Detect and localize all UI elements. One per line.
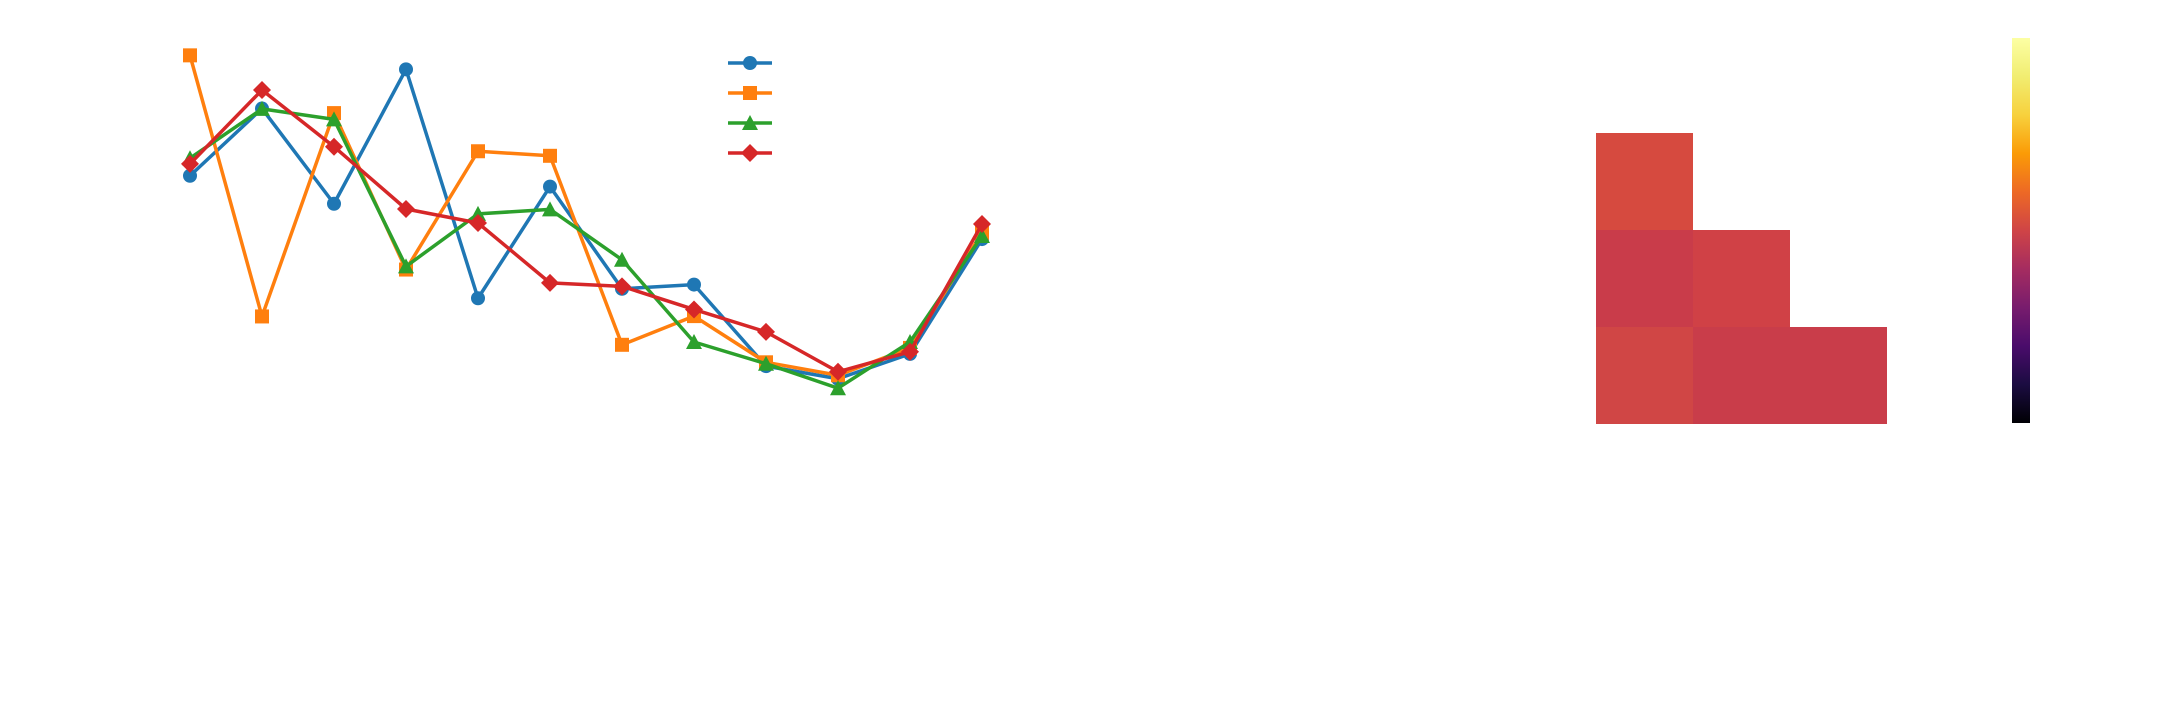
legend-entry-2 (728, 86, 772, 100)
series-1 (183, 62, 989, 386)
series-2-point (471, 144, 485, 159)
series-1-point (327, 196, 341, 211)
series-3-point (686, 334, 702, 349)
heatmap-cell (1693, 230, 1790, 327)
heatmap-cell (1596, 230, 1693, 327)
series-4-point (325, 137, 343, 156)
series-2-point (183, 48, 197, 63)
series-2-line (188, 53, 984, 377)
series-3-point (470, 205, 486, 221)
series-3-line (188, 107, 984, 390)
series-3-point (398, 258, 414, 274)
series-4-point (757, 322, 775, 341)
legend-marker (741, 144, 759, 162)
series-2 (183, 48, 989, 383)
line-chart (181, 48, 991, 396)
heatmap-cell (1790, 327, 1887, 424)
series-1-point (543, 179, 557, 194)
series-4-point (253, 81, 271, 99)
series-3-point (830, 380, 846, 396)
series-1-point (183, 168, 197, 183)
series-3-point (974, 227, 990, 243)
series-4-point (685, 300, 703, 319)
series-2-point (615, 337, 629, 352)
heatmap-cell (1596, 133, 1693, 230)
heatmap-cell (1596, 327, 1693, 424)
series-3-point (326, 111, 342, 127)
series-4-point (541, 273, 559, 292)
series-4-point (469, 214, 487, 232)
series-1-point (399, 62, 413, 77)
series-4-point (397, 200, 415, 218)
series-2-point (255, 309, 269, 324)
series-4-point (829, 362, 847, 381)
series-4-line (188, 88, 984, 374)
series-3-point (542, 201, 558, 217)
heatmap-cell (1693, 327, 1790, 424)
legend-entry-1 (728, 56, 772, 70)
legend-marker (743, 86, 757, 100)
series-4-point (901, 342, 919, 361)
legend-marker (743, 56, 757, 70)
heatmap (1596, 133, 1887, 424)
series-2-point (543, 148, 557, 163)
series-1-point (687, 277, 701, 292)
series-3-point (758, 355, 774, 371)
series-3-point (614, 251, 630, 267)
series-4-point (973, 215, 991, 234)
legend (728, 56, 772, 162)
legend-entry-3 (728, 115, 772, 130)
colorbar (2012, 38, 2030, 423)
series-3-point (254, 100, 270, 116)
series-4-point (181, 154, 199, 173)
series-1-point (471, 291, 485, 306)
legend-marker (742, 115, 758, 130)
series-4 (181, 81, 991, 381)
series-4-point (613, 277, 631, 296)
series-1-line (188, 67, 984, 381)
legend-entry-4 (728, 144, 772, 162)
